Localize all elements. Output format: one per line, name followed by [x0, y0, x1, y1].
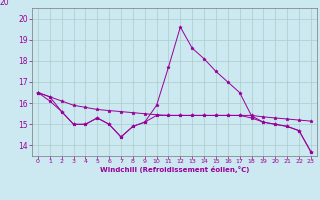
X-axis label: Windchill (Refroidissement éolien,°C): Windchill (Refroidissement éolien,°C): [100, 166, 249, 173]
Text: 20: 20: [0, 0, 9, 7]
